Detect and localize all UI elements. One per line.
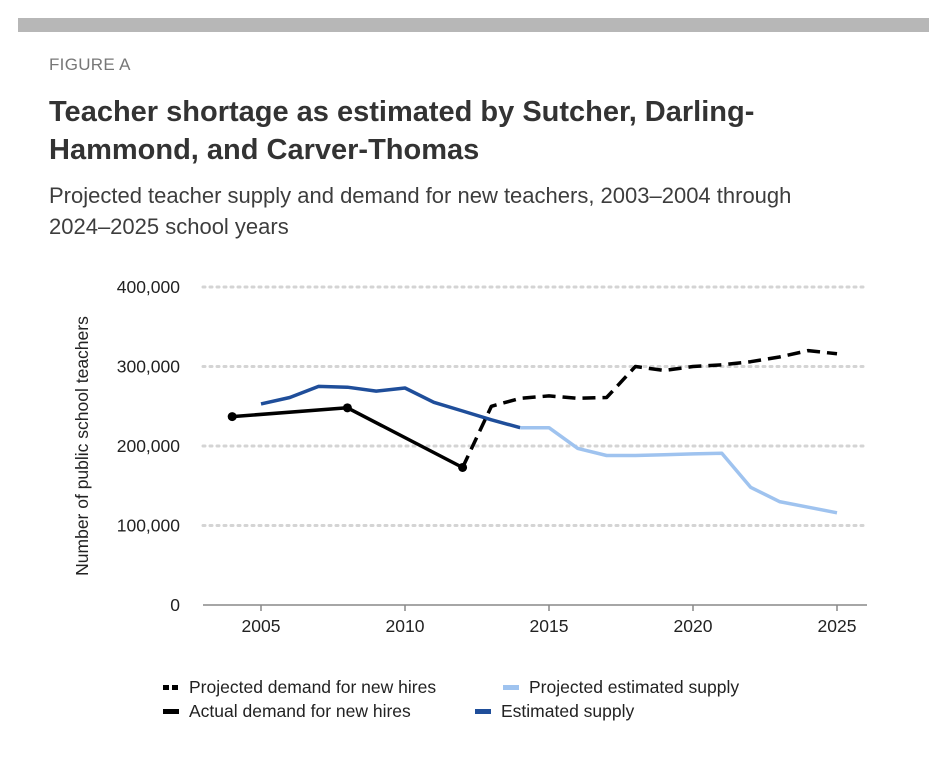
chart-subtitle: Projected teacher supply and demand for … [49, 183, 792, 239]
legend-item-actual-demand: Actual demand for new hires [163, 701, 411, 722]
x-tick-label: 2025 [818, 616, 857, 636]
legend-label: Projected estimated supply [529, 677, 740, 697]
axis-labels: 0 100,000 200,000 300,000 400,000 2005 2010 201… [72, 277, 856, 636]
top-accent-bar [18, 18, 929, 32]
series-line-projected-estimated-supply [520, 425, 838, 515]
legend-swatch [503, 685, 519, 690]
y-tick-label: 400,000 [117, 277, 181, 297]
legend-label: Estimated supply [501, 701, 635, 721]
x-tick-label: 2020 [674, 616, 713, 636]
legend-swatch-dashed [163, 685, 179, 690]
legend-label: Projected demand for new hires [189, 677, 437, 697]
figure-label: FIGURE A [49, 55, 131, 74]
legend-item-estimated-supply: Estimated supply [475, 701, 634, 722]
y-tick-label: 300,000 [117, 357, 181, 377]
y-axis-label: Number of public school teachers [72, 316, 92, 576]
legend-swatch [163, 709, 179, 714]
legend-label: Actual demand for new hires [189, 701, 411, 721]
gridlines [201, 285, 869, 527]
chart-title: Teacher shortage as estimated by Sutcher… [49, 96, 755, 166]
y-tick-label: 0 [170, 595, 180, 615]
x-tick-label: 2005 [242, 616, 281, 636]
axes [203, 604, 867, 611]
legend-item-projected-supply: Projected estimated supply [503, 677, 739, 698]
data-series [227, 348, 838, 515]
x-tick-label: 2015 [530, 616, 569, 636]
y-tick-label: 100,000 [117, 516, 181, 536]
legend-item-projected-demand: Projected demand for new hires [163, 677, 436, 698]
series-line-projected-demand-for-new-hires [461, 348, 838, 469]
data-point [227, 412, 237, 422]
series-line-actual-demand-for-new-hires [232, 406, 464, 470]
y-tick-label: 200,000 [117, 436, 181, 456]
x-tick-label: 2010 [386, 616, 425, 636]
legend-swatch [475, 709, 491, 714]
data-point [342, 403, 352, 413]
series-line-estimated-supply [260, 384, 521, 430]
